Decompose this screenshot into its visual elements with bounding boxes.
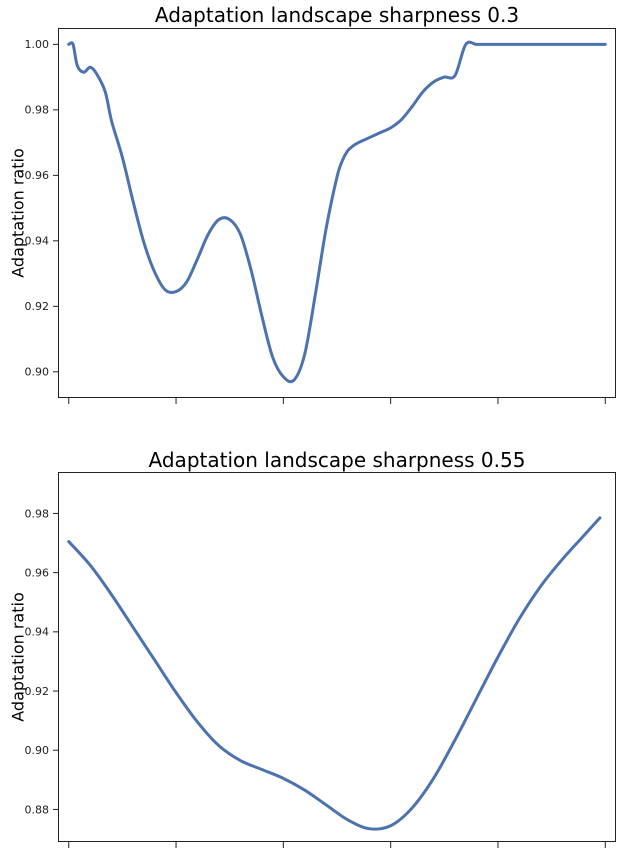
y-tick-label: 0.98 xyxy=(25,507,50,520)
y-tick-label: 0.98 xyxy=(25,104,50,117)
y-axis-label: Adaptation ratio xyxy=(9,148,28,277)
y-tick-label: 0.96 xyxy=(25,169,50,182)
plot-frame xyxy=(58,28,616,398)
y-tick-label: 0.90 xyxy=(25,744,50,757)
series-line xyxy=(67,40,607,384)
y-tick-label: 0.94 xyxy=(25,626,50,639)
y-tick-label: 1.00 xyxy=(25,38,50,51)
y-tick-label: 0.92 xyxy=(25,300,50,313)
y-tick-label: 0.96 xyxy=(25,566,50,579)
chart-title: Adaptation landscape sharpness 0.3 xyxy=(155,3,519,27)
top-panel: Adaptation landscape sharpness 0.3 Adapta… xyxy=(9,3,616,404)
bottom-panel: Adaptation landscape sharpness 0.55 Adapt… xyxy=(9,448,616,848)
chart-title: Adaptation landscape sharpness 0.55 xyxy=(149,448,526,472)
y-tick-label: 0.92 xyxy=(25,685,50,698)
series-line xyxy=(67,516,602,831)
plot-frame xyxy=(58,472,616,842)
y-axis-label: Adaptation ratio xyxy=(9,592,28,721)
y-tick-label: 0.88 xyxy=(25,803,50,816)
y-tick-label: 0.90 xyxy=(25,366,50,379)
y-tick-label: 0.94 xyxy=(25,235,50,248)
